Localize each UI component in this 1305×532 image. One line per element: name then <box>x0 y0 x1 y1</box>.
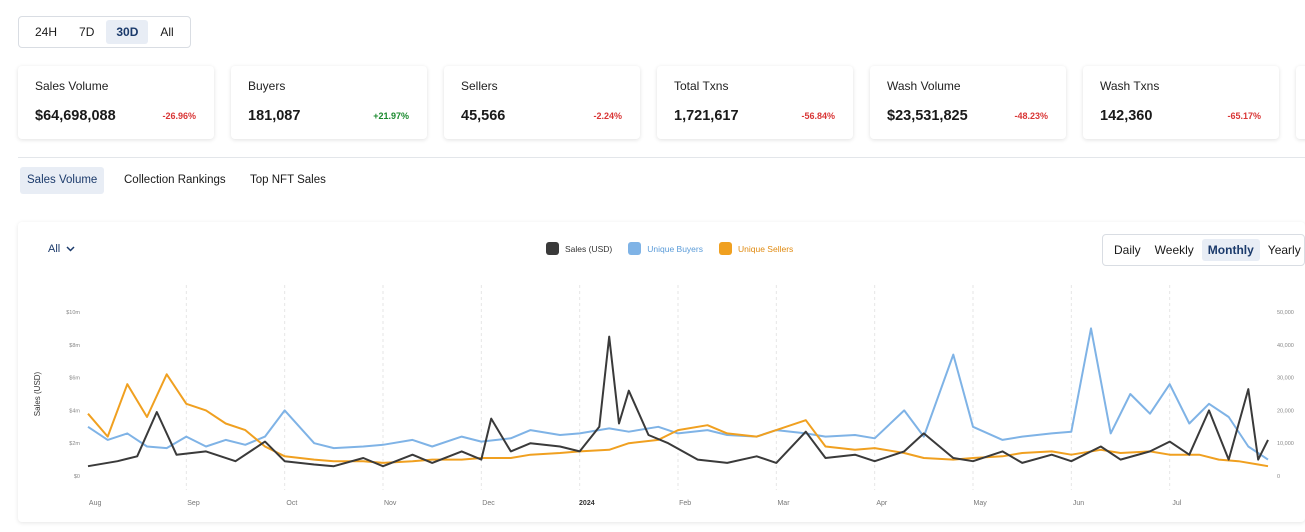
x-tick-label: Dec <box>482 500 495 507</box>
legend-label: Unique Buyers <box>647 243 703 254</box>
x-tick-label: Nov <box>384 500 397 507</box>
x-tick-label: Mar <box>777 500 790 507</box>
x-tick-label: Apr <box>876 500 888 507</box>
range-7d-button[interactable]: 7D <box>79 25 95 39</box>
stat-card-wash-txns: Wash Txns 142,360 -65.17% <box>1083 66 1279 139</box>
stat-card-buyers: Buyers 181,087 +21.97% <box>231 66 427 139</box>
y-left-tick-label: $10m <box>66 310 80 316</box>
series-line-unique-buyers <box>87 327 1269 461</box>
chevron-down-icon <box>66 246 75 252</box>
stat-value: 1,721,617 <box>674 108 739 124</box>
chart-legend: Sales (USD) Unique Buyers Unique Sellers <box>546 242 793 255</box>
legend-label: Sales (USD) <box>565 243 613 254</box>
stat-card-sellers: Sellers 45,566 -2.24% <box>444 66 640 139</box>
legend-swatch <box>719 242 732 255</box>
stat-value: 142,360 <box>1100 108 1153 124</box>
stat-card-overflow <box>1296 66 1305 139</box>
legend-swatch <box>628 242 642 255</box>
legend-swatch <box>546 242 559 255</box>
x-tick-label: May <box>974 500 988 507</box>
stat-change: -48.23% <box>1014 111 1048 121</box>
x-tick-label: Sep <box>187 500 200 507</box>
time-range-toggle: 24H 7D 30D All <box>18 16 191 48</box>
tab-top-nft-sales[interactable]: Top NFT Sales <box>250 174 326 186</box>
interval-yearly-button[interactable]: Yearly <box>1267 243 1301 257</box>
legend-sales[interactable]: Sales (USD) <box>546 242 612 255</box>
stat-value: 45,566 <box>461 108 506 124</box>
y-right-tick-label: 40,000 <box>1277 343 1294 349</box>
series-line-sales-usd <box>87 335 1269 468</box>
legend-buyers[interactable]: Unique Buyers <box>628 242 703 255</box>
stat-card-total-txns: Total Txns 1,721,617 -56.84% <box>657 66 853 139</box>
stat-change: +21.97% <box>373 111 409 121</box>
tab-collection-rankings[interactable]: Collection Rankings <box>124 174 226 186</box>
y-right-tick-label: 10,000 <box>1277 441 1294 447</box>
stat-value: 181,087 <box>248 108 301 124</box>
tab-sales-volume[interactable]: Sales Volume <box>20 167 105 194</box>
x-tick-label: Feb <box>679 500 691 507</box>
stat-label: Buyers <box>248 79 286 93</box>
stat-value: $23,531,825 <box>887 108 968 124</box>
y-right-tick-label: 0 <box>1277 474 1280 480</box>
legend-sellers[interactable]: Unique Sellers <box>719 242 793 255</box>
y-left-tick-label: $4m <box>69 408 80 414</box>
range-24h-button[interactable]: 24H <box>35 25 58 39</box>
stat-label: Wash Txns <box>1100 79 1160 93</box>
x-tick-label: Jun <box>1073 500 1084 507</box>
series-line-unique-sellers <box>87 373 1269 468</box>
stat-card-sales-volume: Sales Volume $64,698,088 -26.96% <box>18 66 214 139</box>
x-tick-label: 2024 <box>579 500 595 507</box>
interval-daily-button[interactable]: Daily <box>1114 243 1141 257</box>
x-tick-label: Jul <box>1172 500 1181 507</box>
y-axis-title: Sales (USD) <box>33 371 42 416</box>
y-left-tick-label: $0 <box>74 474 80 480</box>
y-left-tick-label: $6m <box>69 376 80 382</box>
collection-filter-dropdown[interactable]: All <box>48 241 75 257</box>
stat-change: -2.24% <box>593 111 622 121</box>
y-right-tick-label: 20,000 <box>1277 408 1294 414</box>
chart-card <box>18 222 1305 522</box>
filter-label: All <box>48 243 61 255</box>
x-tick-label: Oct <box>286 500 297 507</box>
stat-label: Sales Volume <box>35 79 109 93</box>
y-left-tick-label: $2m <box>69 441 80 447</box>
stat-value: $64,698,088 <box>35 108 116 124</box>
stat-label: Wash Volume <box>887 79 961 93</box>
stat-label: Total Txns <box>674 79 729 93</box>
interval-toggle: Daily Weekly Monthly Yearly <box>1102 234 1305 266</box>
range-30d-button[interactable]: 30D <box>106 20 149 44</box>
stat-change: -56.84% <box>801 111 835 121</box>
interval-monthly-button[interactable]: Monthly <box>1201 239 1260 261</box>
range-all-button[interactable]: All <box>160 25 174 39</box>
y-right-tick-label: 50,000 <box>1277 310 1294 316</box>
stat-label: Sellers <box>461 79 498 93</box>
y-right-tick-label: 30,000 <box>1277 376 1294 382</box>
stat-change: -65.17% <box>1227 111 1261 121</box>
legend-label: Unique Sellers <box>738 243 794 254</box>
y-left-tick-label: $8m <box>69 343 80 349</box>
stat-change: -26.96% <box>162 111 196 121</box>
x-tick-label: Aug <box>89 500 102 507</box>
stat-card-wash-volume: Wash Volume $23,531,825 -48.23% <box>870 66 1066 139</box>
interval-weekly-button[interactable]: Weekly <box>1154 243 1194 257</box>
section-divider <box>18 157 1305 158</box>
